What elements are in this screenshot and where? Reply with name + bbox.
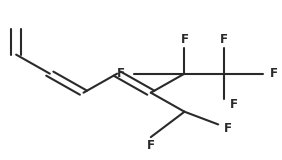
Text: F: F <box>180 33 188 46</box>
Text: F: F <box>147 139 155 152</box>
Text: F: F <box>220 33 228 46</box>
Text: F: F <box>230 98 238 111</box>
Text: F: F <box>224 122 232 135</box>
Text: F: F <box>270 67 278 80</box>
Text: F: F <box>117 67 125 80</box>
